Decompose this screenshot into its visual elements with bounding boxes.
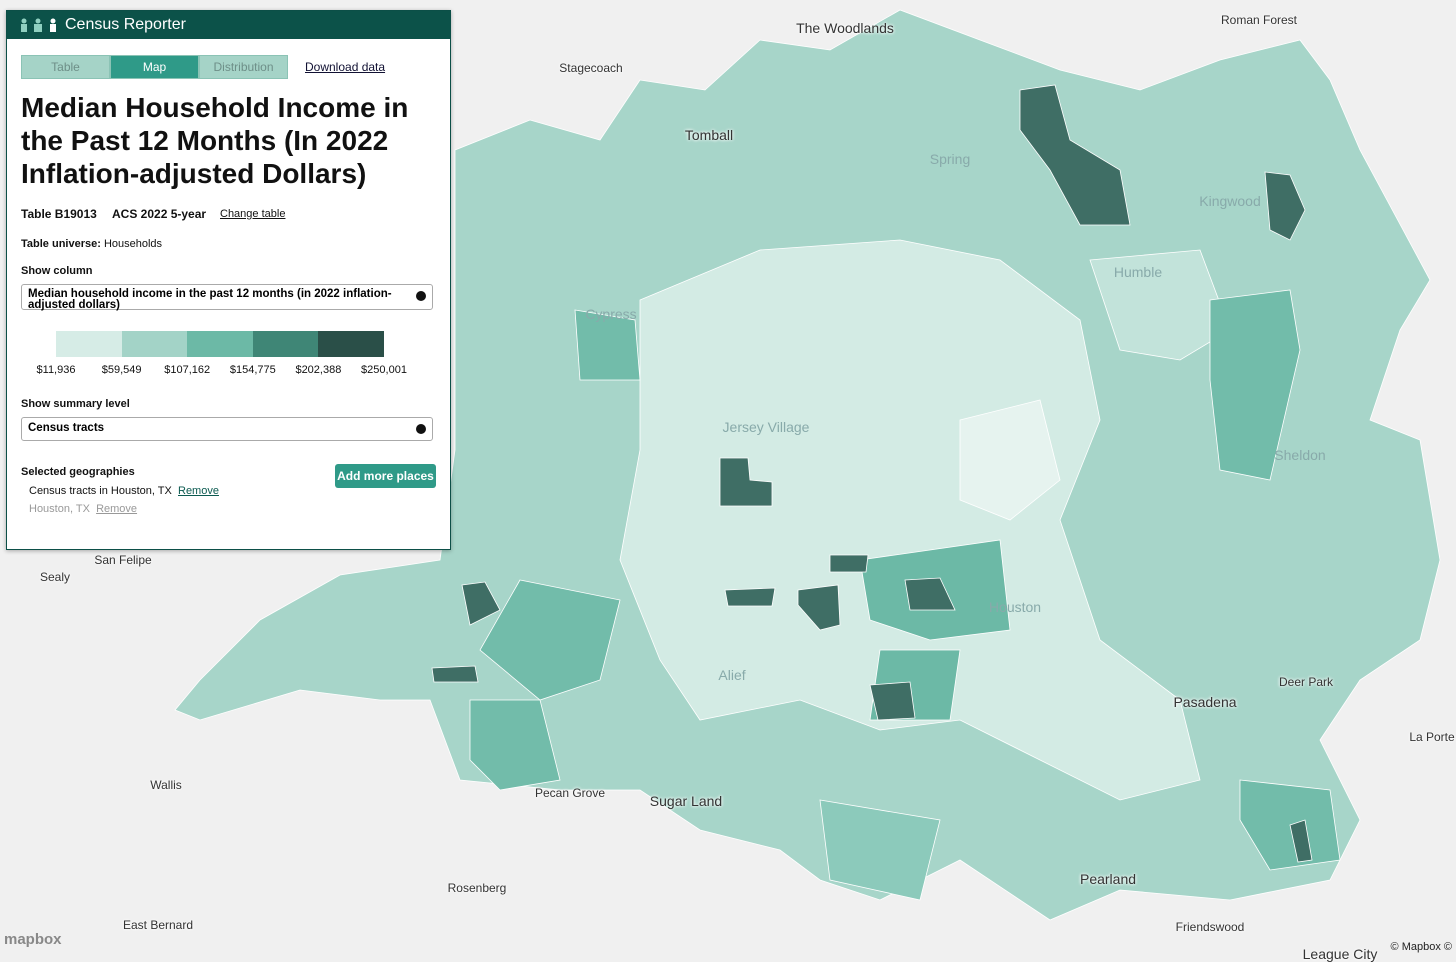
tract-mid (1209, 289, 1301, 481)
change-table-link[interactable]: Change table (220, 208, 286, 220)
map-label: Sealy (39, 570, 71, 584)
map-label: Cypress (585, 306, 637, 322)
universe: Households (103, 238, 163, 250)
map-label: Wallis (150, 778, 182, 792)
map-label: Jersey Village (722, 419, 810, 435)
map-attribution[interactable]: © Mapbox © (1390, 941, 1452, 953)
map-label: Pearland (1079, 871, 1137, 887)
tabs: Table Map Distribution (21, 55, 288, 79)
tract-dark (797, 584, 841, 631)
legend-swatch (187, 331, 253, 357)
tract-light (1089, 249, 1231, 361)
tract-light (619, 239, 1201, 801)
tract-dark (1289, 819, 1313, 863)
map-label: Kingwood (1199, 193, 1261, 209)
tracts (174, 9, 1441, 921)
map-label: Houston (988, 599, 1042, 615)
tract-dark (904, 577, 956, 611)
map-label: San Felipe (94, 553, 152, 567)
map-label: Pecan Grove (534, 786, 606, 800)
tract-light (959, 399, 1061, 521)
summary-level-label: Show summary level (21, 398, 130, 410)
logo-icon (21, 18, 56, 32)
legend-label: $202,388 (295, 364, 342, 376)
map-label: Roman Forest (1220, 13, 1298, 27)
tract-dark (461, 581, 501, 626)
tract-mid (574, 309, 641, 381)
brand[interactable]: Census Reporter (65, 16, 186, 33)
tab[interactable]: Distribution (199, 55, 288, 79)
tract-mid (469, 699, 561, 791)
tract-dark (719, 457, 773, 507)
map-label: Pasadena (1173, 694, 1237, 710)
tract-mid (819, 799, 941, 901)
legend-label: $107,162 (164, 364, 211, 376)
map-label: Sheldon (1274, 447, 1326, 463)
show-column-label: Show column (21, 265, 93, 277)
geography: Houston, TX (29, 503, 90, 515)
legend-label: $11,936 (36, 364, 76, 376)
tract-dark (829, 554, 869, 573)
tract-dark (869, 681, 916, 721)
title: Median Household Income in the Past 12 M… (21, 92, 409, 189)
legend-swatch (56, 331, 122, 357)
map-label: Stagecoach (559, 61, 623, 75)
map-label: Friendswood (1175, 920, 1245, 934)
map-label: Spring (929, 151, 971, 167)
legend (56, 331, 384, 357)
tab[interactable]: Table (21, 55, 110, 79)
remove-link[interactable]: Remove (96, 503, 138, 515)
map-label: East Bernard (122, 918, 194, 932)
tab[interactable]: Map (110, 55, 199, 79)
map-label: Tomball (684, 127, 734, 143)
summary-select[interactable]: Census tracts (21, 417, 433, 441)
table-id: Table B19013 (21, 207, 97, 221)
tract-dark (431, 665, 479, 683)
map-logo[interactable]: mapbox (4, 931, 62, 948)
map-label: League City (1302, 946, 1378, 962)
map-label: Rosenberg (447, 881, 507, 895)
map-label: La Porte (1409, 730, 1455, 744)
legend-label: $154,775 (229, 364, 276, 376)
tract-dark (1019, 84, 1131, 226)
legend-swatch (318, 331, 384, 357)
tract-dark (1264, 171, 1306, 241)
add-places-button[interactable]: Add more places (335, 464, 436, 488)
map-label: Humble (1113, 264, 1163, 280)
map-label: Alief (718, 667, 746, 683)
column-select[interactable]: Median household income in the past 12 m… (21, 284, 433, 311)
legend-label: $59,549 (101, 364, 142, 376)
tract-dark (724, 587, 776, 607)
download-link[interactable]: Download data (305, 60, 386, 74)
geography: Census tracts in Houston, TX (29, 485, 172, 497)
selected-label: Selected geographies (21, 466, 135, 478)
map-label: Sugar Land (649, 793, 723, 809)
release: ACS 2022 5-year (112, 207, 207, 221)
universe-label: Table universe: (21, 238, 101, 250)
tract-mid (479, 579, 621, 701)
legend-label: $250,001 (361, 364, 407, 376)
map-label: Deer Park (1278, 675, 1334, 689)
map-label: The Woodlands (796, 20, 894, 36)
remove-link[interactable]: Remove (178, 485, 219, 497)
legend-swatch (121, 331, 188, 357)
control-panel: Census Reporter Table Map Distribution D… (6, 10, 451, 550)
header: Census Reporter (7, 11, 450, 39)
legend-swatch (252, 331, 319, 357)
